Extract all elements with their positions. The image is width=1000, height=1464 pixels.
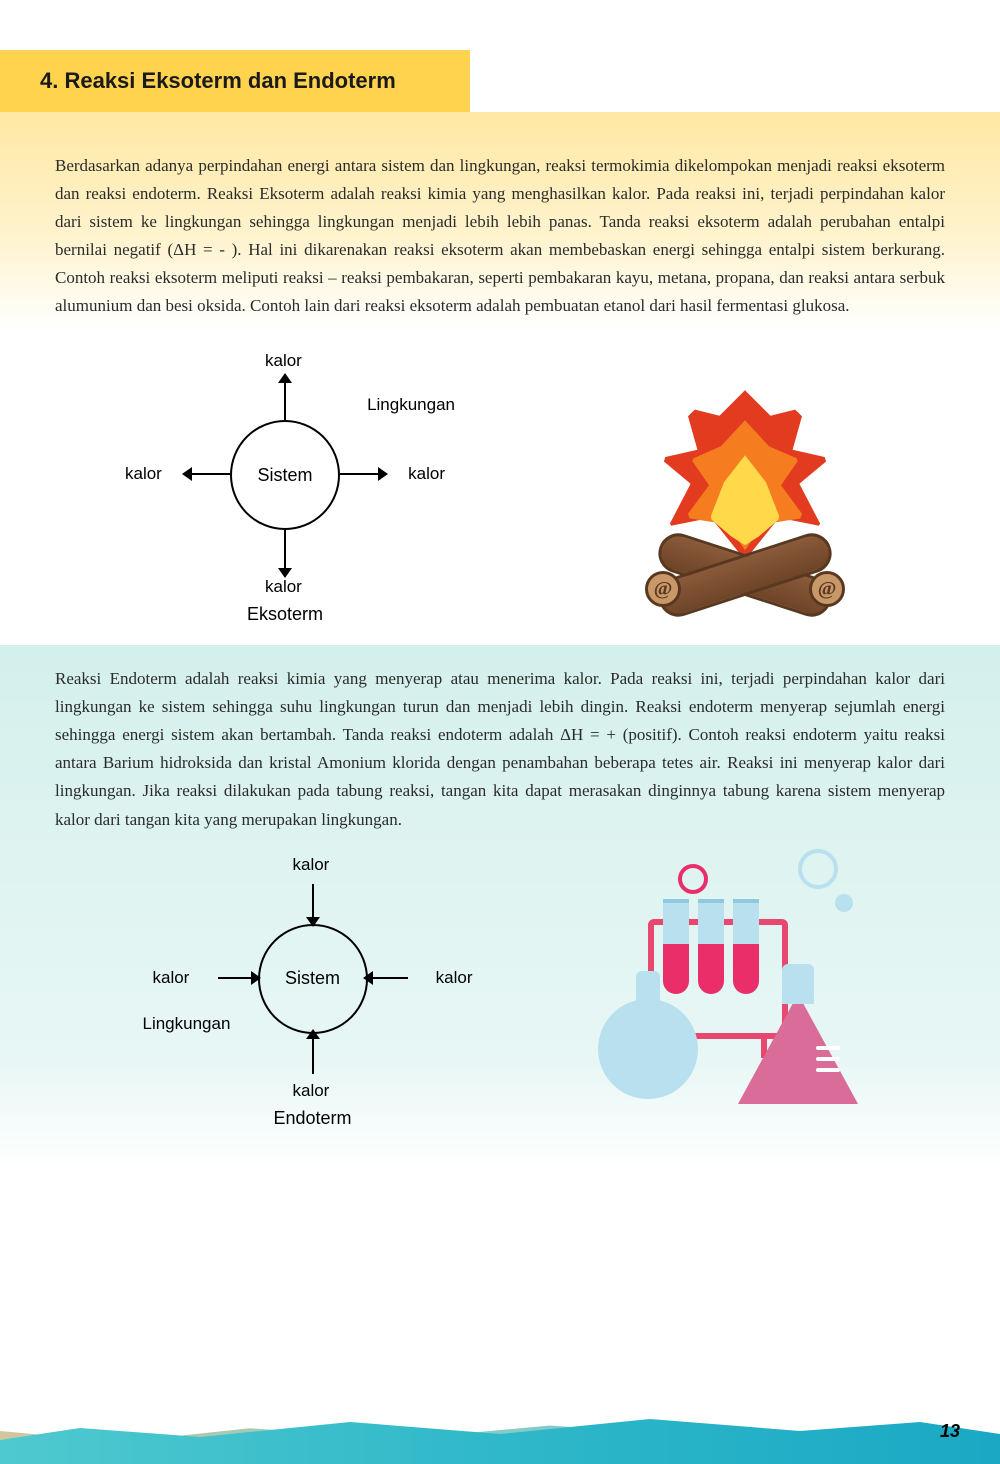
env-label: Lingkungan — [367, 395, 455, 415]
bubble-icon — [798, 849, 838, 889]
section-title-banner: 4. Reaksi Eksoterm dan Endoterm — [0, 50, 470, 112]
log-end-icon: @ — [809, 571, 845, 607]
exotherm-arrow-diagram: kalor Lingkungan Sistem kalor kalor kalo… — [115, 345, 455, 625]
round-flask-icon — [598, 999, 698, 1099]
test-tube-icon — [663, 899, 689, 994]
arrow-label-top: kalor — [293, 855, 330, 875]
exotherm-section: Berdasarkan adanya perpindahan energi an… — [0, 112, 1000, 330]
chemistry-illustration — [578, 859, 858, 1119]
erlenmeyer-flask-icon — [738, 964, 858, 1104]
endo-caption: Endoterm — [143, 1108, 483, 1129]
arrow-label-left: kalor — [125, 464, 162, 484]
env-label: Lingkungan — [143, 1014, 231, 1034]
system-label: Sistem — [285, 968, 340, 989]
bubble-icon — [678, 864, 708, 894]
exo-caption: Eksoterm — [115, 604, 455, 625]
bubble-icon — [835, 894, 853, 912]
footer-wave-icon — [0, 1404, 1000, 1464]
exotherm-diagram-row: kalor Lingkungan Sistem kalor kalor kalo… — [0, 330, 1000, 645]
arrow-label-bottom: kalor — [293, 1081, 330, 1101]
arrow-label-bottom: kalor — [265, 577, 302, 597]
system-circle: Sistem — [230, 420, 340, 530]
endotherm-diagram-row: kalor Sistem kalor kalor Lingkungan kalo… — [55, 834, 945, 1159]
arrow-label-left: kalor — [153, 968, 190, 988]
arrow-label-right: kalor — [408, 464, 445, 484]
test-tube-icon — [698, 899, 724, 994]
system-circle: Sistem — [258, 924, 368, 1034]
system-label: Sistem — [257, 465, 312, 486]
page-number: 13 — [940, 1421, 960, 1442]
section-title: 4. Reaksi Eksoterm dan Endoterm — [40, 68, 440, 94]
endotherm-arrow-diagram: kalor Sistem kalor kalor Lingkungan kalo… — [143, 849, 483, 1129]
arrow-label-top: kalor — [265, 351, 302, 371]
exotherm-paragraph: Berdasarkan adanya perpindahan energi an… — [55, 152, 945, 320]
endotherm-section: Reaksi Endoterm adalah reaksi kimia yang… — [0, 645, 1000, 1168]
arrow-label-right: kalor — [436, 968, 473, 988]
endotherm-paragraph: Reaksi Endoterm adalah reaksi kimia yang… — [55, 665, 945, 833]
campfire-illustration: @ @ — [605, 355, 885, 615]
